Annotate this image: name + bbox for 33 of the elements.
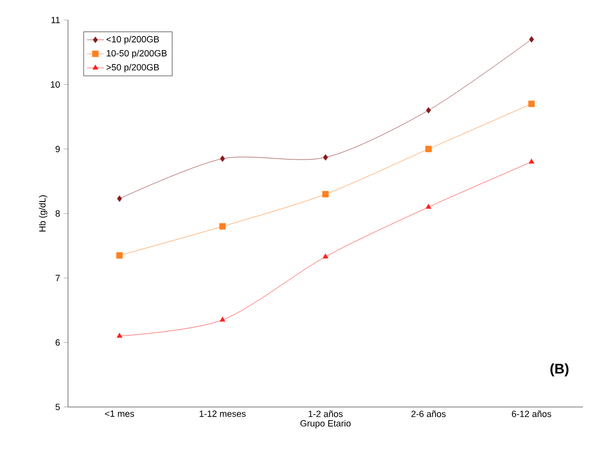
point [323, 154, 328, 161]
point [425, 146, 432, 152]
y-tick-label: 11 [52, 16, 60, 24]
x-tick-label: 6-12 años [512, 410, 552, 418]
legend-label: >50 p/200GB [106, 64, 159, 72]
y-tick-label: 10 [50, 81, 60, 88]
y-tick-label: 9 [56, 146, 60, 152]
x-tick-label: 2-6 años [411, 410, 446, 418]
legend-label: <10 p/200GB [106, 36, 159, 44]
point [426, 204, 432, 209]
y-tick-label: 8 [56, 210, 60, 217]
y-tick-label: 6 [56, 339, 60, 346]
x-tick-label: 1-12 meses [200, 410, 246, 417]
point [220, 316, 226, 322]
point [220, 155, 225, 162]
point [116, 332, 122, 338]
x-tick-label: 1-2 años [308, 410, 343, 418]
x-axis-title: Grupo Etario [300, 420, 351, 428]
point [529, 36, 534, 43]
point [528, 100, 535, 108]
point [219, 223, 226, 230]
point [116, 252, 123, 259]
point [426, 107, 431, 114]
annotation: (B) [550, 363, 568, 376]
y-axis-title: Hb (g/dL) [38, 195, 48, 232]
legend-label: 10-50 p/200GB [106, 50, 167, 58]
y-tick-label: 7 [56, 274, 60, 282]
point [117, 195, 122, 202]
y-tick-label: 5 [56, 404, 60, 410]
x-tick-label: <1 mes [105, 410, 134, 417]
point [322, 190, 329, 198]
point [528, 158, 534, 164]
point [322, 254, 328, 258]
